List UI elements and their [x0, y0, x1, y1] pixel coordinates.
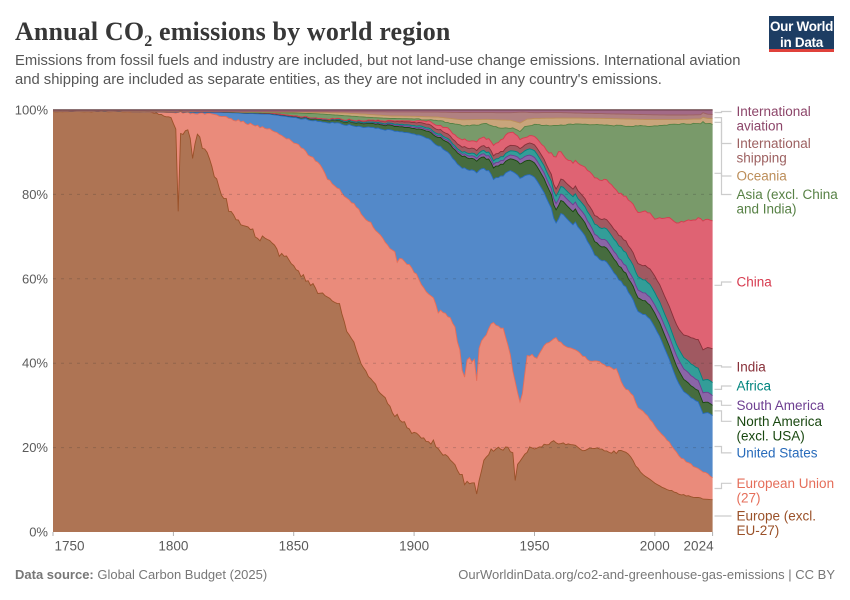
svg-text:and India): and India) — [737, 202, 797, 217]
svg-text:1750: 1750 — [55, 539, 85, 554]
svg-text:1850: 1850 — [279, 539, 309, 554]
svg-text:Europe (excl.: Europe (excl. — [737, 509, 817, 524]
svg-text:North America: North America — [737, 414, 823, 429]
svg-text:Oceania: Oceania — [737, 169, 788, 184]
svg-text:China: China — [737, 275, 773, 290]
svg-text:100%: 100% — [15, 103, 49, 118]
svg-text:40%: 40% — [22, 356, 48, 371]
svg-text:aviation: aviation — [737, 119, 784, 134]
svg-text:1950: 1950 — [519, 539, 549, 554]
svg-text:Africa: Africa — [737, 379, 772, 394]
svg-text:60%: 60% — [22, 271, 48, 286]
svg-text:International: International — [737, 136, 811, 151]
svg-text:United States: United States — [737, 445, 818, 460]
svg-text:20%: 20% — [22, 440, 48, 455]
svg-text:0%: 0% — [29, 525, 48, 540]
svg-text:(27): (27) — [737, 491, 761, 506]
svg-text:80%: 80% — [22, 187, 48, 202]
svg-text:India: India — [737, 360, 767, 375]
svg-text:European Union: European Union — [737, 476, 835, 491]
svg-text:shipping: shipping — [737, 151, 787, 166]
svg-text:International: International — [737, 104, 811, 119]
svg-text:1800: 1800 — [158, 539, 188, 554]
svg-text:2000: 2000 — [640, 539, 670, 554]
svg-text:South America: South America — [737, 398, 825, 413]
svg-text:1900: 1900 — [399, 539, 429, 554]
svg-text:2024: 2024 — [684, 539, 715, 554]
svg-text:(excl. USA): (excl. USA) — [737, 429, 805, 444]
svg-text:Asia (excl. China: Asia (excl. China — [737, 187, 839, 202]
svg-text:EU-27): EU-27) — [737, 523, 780, 538]
